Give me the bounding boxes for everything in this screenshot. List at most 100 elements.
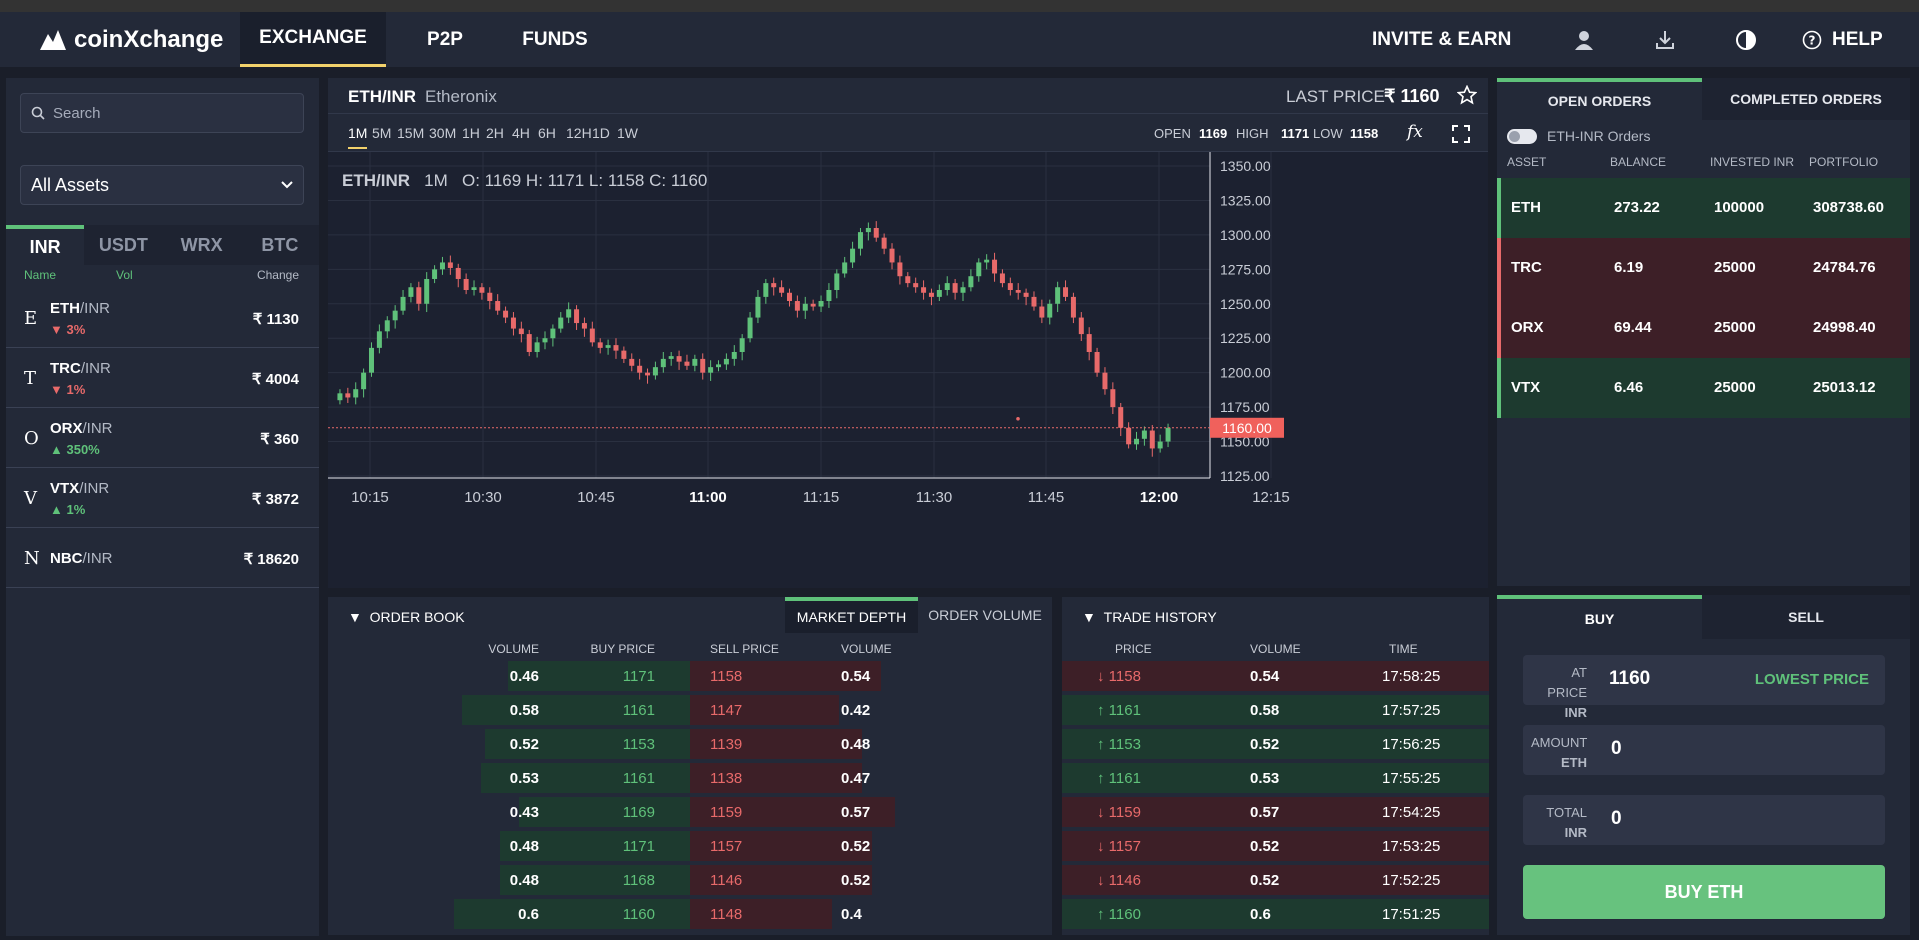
nav-tab-funds[interactable]: FUNDS <box>522 28 588 50</box>
profile-icon[interactable] <box>1573 12 1595 67</box>
trade-form-panel: BUY SELL AT PRICE INR 1160 LOWEST PRICE A… <box>1497 595 1910 935</box>
timeframe-1m[interactable]: 1M <box>348 125 368 149</box>
buy-price[interactable]: 1168 <box>622 872 655 889</box>
nav-tab-exchange[interactable]: EXCHANGE <box>240 12 386 67</box>
star-icon[interactable] <box>1457 85 1477 105</box>
trade-volume: 0.6 <box>1250 906 1271 923</box>
trade-history-title[interactable]: ▼ TRADE HISTORY <box>1082 609 1217 625</box>
header-buy-price: BUY PRICE <box>590 642 655 656</box>
row-portfolio: 308738.60 <box>1813 199 1884 216</box>
row-invested: 25000 <box>1714 379 1756 396</box>
market-row-vtx[interactable]: V VTX/INR ▲ 1% ₹ 3872 <box>6 468 319 528</box>
amount-field[interactable]: AMOUNT ETH 0 <box>1523 725 1885 775</box>
sell-price[interactable]: 1147 <box>710 702 743 719</box>
market-price: ₹ 3872 <box>251 491 299 508</box>
buy-eth-button[interactable]: BUY ETH <box>1523 865 1885 919</box>
portfolio-row-orx[interactable]: ORX 69.44 25000 24998.40 <box>1497 298 1910 358</box>
timeframe-15m[interactable]: 15M <box>397 125 425 141</box>
portfolio-row-eth[interactable]: ETH 273.22 100000 308738.60 <box>1497 178 1910 238</box>
asset-filter-select[interactable]: All Assets <box>20 165 304 205</box>
tab-completed-orders[interactable]: COMPLETED ORDERS <box>1702 78 1910 120</box>
sell-price[interactable]: 1157 <box>710 838 743 855</box>
sell-price[interactable]: 1146 <box>710 872 743 889</box>
fullscreen-icon[interactable] <box>1452 125 1470 143</box>
total-label: TOTAL INR <box>1546 805 1587 840</box>
sell-volume: 0.4 <box>841 906 862 923</box>
header-asset: ASSET <box>1507 155 1547 169</box>
timeframe-2h[interactable]: 2H <box>486 125 504 141</box>
orders-filter-toggle[interactable]: ETH-INR Orders <box>1507 128 1650 144</box>
buy-price[interactable]: 1160 <box>622 906 655 923</box>
timeframe-1w[interactable]: 1W <box>617 125 638 141</box>
candle <box>1047 299 1053 325</box>
toggle-switch[interactable] <box>1507 128 1537 144</box>
high-value: 1171 <box>1281 126 1310 141</box>
market-row-trc[interactable]: T TRC/INR ▼ 1% ₹ 4004 <box>6 348 319 408</box>
indicators-fx-button[interactable]: fx <box>1407 122 1423 142</box>
sell-price[interactable]: 1139 <box>710 736 743 753</box>
market-price: ₹ 18620 <box>243 551 299 568</box>
sell-price[interactable]: 1138 <box>710 770 743 787</box>
invite-earn-link[interactable]: INVITE & EARN <box>1372 28 1512 50</box>
at-price-field[interactable]: AT PRICE INR 1160 LOWEST PRICE <box>1523 655 1885 720</box>
market-row-eth[interactable]: E ETH/INR ▼ 3% ₹ 1130 <box>6 288 319 348</box>
nav-tab-p2p[interactable]: P2P <box>427 28 463 50</box>
tab-order-volume[interactable]: ORDER VOLUME <box>928 607 1042 623</box>
header-price: PRICE <box>1115 642 1152 656</box>
header-buy-volume: VOLUME <box>488 642 539 656</box>
timeframe-5m[interactable]: 5M <box>372 125 392 141</box>
order-book-title[interactable]: ▼ ORDER BOOK <box>348 609 465 625</box>
candle <box>723 353 729 370</box>
candle <box>518 321 524 343</box>
buy-price[interactable]: 1171 <box>622 668 655 685</box>
header-balance: BALANCE <box>1610 155 1667 169</box>
timeframe-12h[interactable]: 12H <box>566 125 592 141</box>
buy-price[interactable]: 1169 <box>622 804 655 821</box>
buy-price[interactable]: 1171 <box>622 838 655 855</box>
portfolio-row-vtx[interactable]: VTX 6.46 25000 25013.12 <box>1497 358 1910 418</box>
brand-logo[interactable]: coinXchange <box>38 26 223 54</box>
total-field[interactable]: TOTAL INR 0 <box>1523 795 1885 845</box>
row-invested: 25000 <box>1714 259 1756 276</box>
sell-price[interactable]: 1158 <box>710 668 743 685</box>
candle <box>1102 367 1108 395</box>
download-icon[interactable] <box>1654 12 1676 67</box>
tab-sell[interactable]: SELL <box>1702 595 1910 639</box>
candle <box>905 272 911 288</box>
tab-market-depth[interactable]: MARKET DEPTH <box>785 597 918 633</box>
candle <box>889 243 895 270</box>
market-row-nbc[interactable]: N NBC/INR ₹ 18620 <box>6 528 319 588</box>
timeframe-6h[interactable]: 6H <box>538 125 556 141</box>
timeframe-1h[interactable]: 1H <box>462 125 480 141</box>
portfolio-row-trc[interactable]: TRC 6.19 25000 24784.76 <box>1497 238 1910 298</box>
candle <box>637 358 643 380</box>
candle <box>1055 281 1061 313</box>
timeframe-4h[interactable]: 4H <box>512 125 530 141</box>
sell-price[interactable]: 1148 <box>710 906 743 923</box>
quote-tab-usdt[interactable]: USDT <box>98 234 148 255</box>
tab-open-orders[interactable]: OPEN ORDERS <box>1497 78 1702 120</box>
market-pair: ORX/INR <box>50 420 113 437</box>
chevron-down-icon <box>281 181 293 189</box>
help-label: HELP <box>1832 28 1883 50</box>
candlestick-chart[interactable]: 1350.00 1325.00 1300.00 1275.00 1250.00 1225.… <box>328 152 1488 588</box>
market-row-orx[interactable]: O ORX/INR ▲ 350% ₹ 360 <box>6 408 319 468</box>
theme-toggle-icon[interactable] <box>1735 12 1757 67</box>
search-placeholder: Search <box>53 104 101 122</box>
timeframe-30m[interactable]: 30M <box>429 125 457 141</box>
quote-tab-btc[interactable]: BTC <box>261 234 299 255</box>
timeframe-1d[interactable]: 1D <box>592 125 610 141</box>
search-input[interactable]: Search <box>20 93 304 133</box>
market-pair: TRC/INR <box>50 360 111 377</box>
quote-tab-inr[interactable]: INR <box>6 225 85 265</box>
quote-tab-wrx[interactable]: WRX <box>180 234 223 255</box>
header-volume: VOLUME <box>1250 642 1301 656</box>
sell-price[interactable]: 1159 <box>710 804 743 821</box>
help-link[interactable]: ? HELP <box>1802 12 1883 67</box>
buy-price[interactable]: 1153 <box>622 736 655 753</box>
buy-price[interactable]: 1161 <box>622 702 655 719</box>
tab-buy[interactable]: BUY <box>1497 595 1702 639</box>
lowest-price-button[interactable]: LOWEST PRICE <box>1754 671 1869 688</box>
buy-price[interactable]: 1161 <box>622 770 655 787</box>
candle <box>510 312 516 336</box>
